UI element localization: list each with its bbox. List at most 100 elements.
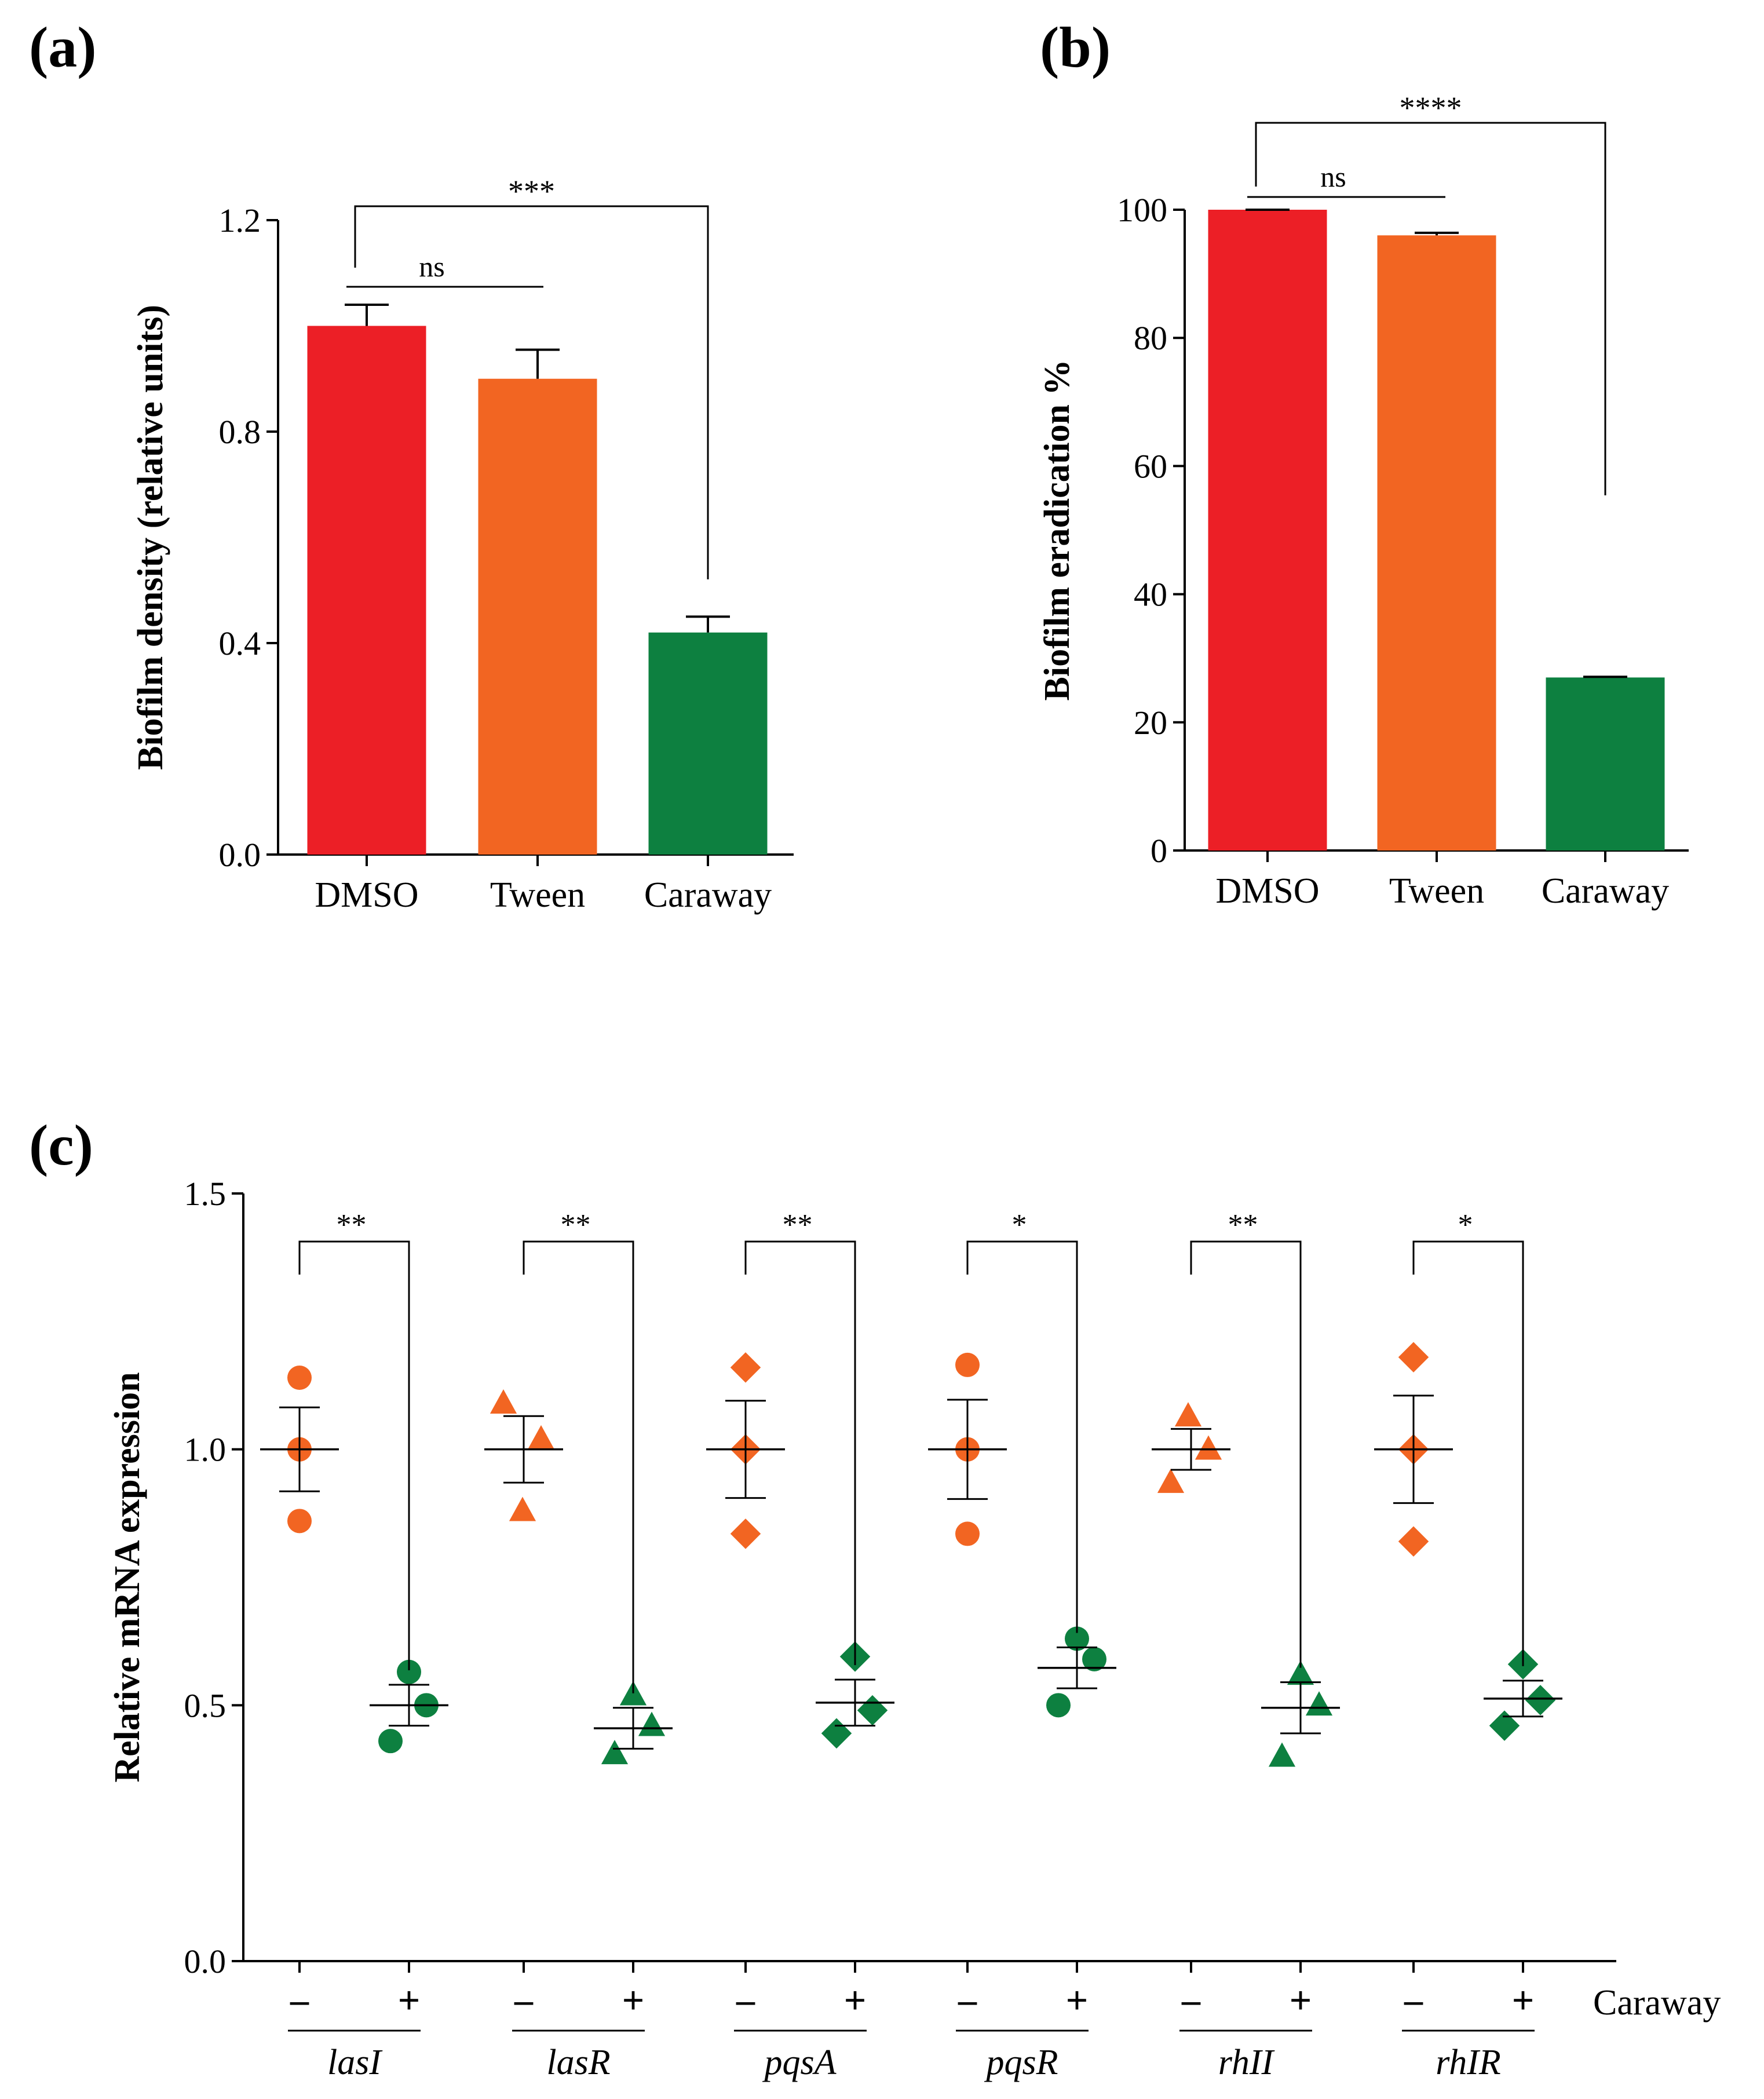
panel-c-sig-label-rhir: * — [1458, 1209, 1473, 1242]
panel-a-letter: (a) — [29, 15, 97, 79]
panel-b-x-label-tween: Tween — [1389, 871, 1484, 911]
panel-c-plus-lasr: + — [622, 1978, 645, 2022]
panel-c-point-pqsr-treated — [1082, 1647, 1106, 1671]
panel-c-point-rhii-treated — [1268, 1742, 1296, 1767]
panel-c-sig-label-lasi: ** — [337, 1209, 367, 1242]
panel-a-y-tick-label: 0.8 — [219, 413, 261, 451]
panel-b-x-label-caraway: Caraway — [1542, 871, 1669, 911]
panel-c-plus-lasi: + — [398, 1978, 421, 2022]
panel-c-point-lasr-untreated — [509, 1496, 536, 1521]
panel-c-point-rhii-untreated — [1174, 1402, 1202, 1427]
panel-c-point-pqsa-untreated — [730, 1518, 761, 1549]
panel-c-y-axis-label: Relative mRNA expression — [108, 1372, 147, 1782]
panel-b-letter: (b) — [1040, 15, 1111, 79]
panel-a-bar-dmso — [307, 326, 426, 855]
panel-c-point-pqsr-treated — [1065, 1626, 1089, 1651]
panel-c-y-tick-label: 0.0 — [184, 1943, 227, 1980]
panel-c-y-tick-label: 0.5 — [184, 1686, 227, 1724]
panel-a-bar-caraway — [648, 632, 768, 855]
panel-a-sig-label-ns: ns — [419, 250, 444, 283]
panel-c-point-rhii-treated — [1305, 1691, 1333, 1716]
panel-c-minus-pqsr: – — [958, 1979, 977, 2020]
panel-c-sig-bracket-lasi — [298, 1240, 410, 1670]
panel-c-point-lasi-untreated — [287, 1366, 312, 1390]
panel-c-point-lasr-untreated — [490, 1389, 517, 1414]
panel-c-point-rhir-treated — [1525, 1685, 1556, 1715]
panel-c-minus-lasr: – — [514, 1979, 534, 2020]
panel-c-sig-bracket-pqsa — [744, 1240, 856, 1666]
panel-c-point-pqsr-untreated — [955, 1521, 980, 1546]
panel-c-point-lasi-untreated — [287, 1509, 312, 1534]
panel-b-sig-label-main: **** — [1400, 90, 1462, 125]
panel-a-y-tick-label: 0.0 — [219, 836, 261, 874]
panel-c-point-pqsa-treated — [857, 1695, 888, 1726]
panel-c-gene-label-rhii: rhII — [1218, 2043, 1276, 2082]
panel-b-y-tick-label: 80 — [1134, 319, 1167, 357]
panel-c-point-lasr-untreated — [527, 1425, 555, 1450]
panel-c-point-lasr-treated — [638, 1711, 666, 1736]
panel-a-x-label-caraway: Caraway — [644, 875, 772, 915]
panel-c-point-rhii-treated — [1287, 1660, 1314, 1685]
panel-c-y-tick-label: 1.0 — [184, 1431, 227, 1469]
panel-c-point-pqsa-untreated — [730, 1352, 761, 1383]
panel-c-y-tick-label: 1.5 — [184, 1175, 227, 1213]
panel-b: (b) 0 20 40 60 80 100 DMSO Tween Caraway Biofilm … — [1038, 15, 1689, 911]
panel-c-minus-lasi: – — [290, 1979, 309, 2020]
panel-a: (a) 0.0 0.4 0.8 1.2 DMSO Tween Caraway Biofilm … — [29, 15, 794, 915]
panel-b-bar-dmso — [1208, 210, 1327, 850]
panel-c-minus-rhii: – — [1181, 1979, 1201, 2020]
panel-b-y-tick-label: 20 — [1134, 704, 1167, 742]
panel-c-point-pqsr-treated — [1046, 1693, 1071, 1718]
panel-a-x-label-dmso: DMSO — [315, 875, 418, 915]
panel-a-y-tick-label: 1.2 — [219, 202, 261, 239]
panel-c-minus-pqsa: – — [736, 1979, 755, 2020]
panel-c-gene-label-pqsr: pqsR — [984, 2043, 1058, 2082]
panel-b-sig-label-ns: ns — [1320, 160, 1346, 193]
panel-c-sig-bracket-rhii — [1190, 1240, 1302, 1668]
panel-c-sig-bracket-rhir — [1412, 1240, 1524, 1666]
panel-a-y-axis-label: Biofilm density (relative units) — [131, 305, 170, 770]
panel-c-point-pqsr-untreated — [955, 1352, 980, 1377]
panel-b-bar-caraway — [1546, 677, 1665, 850]
panel-c-plus-pqsa: + — [844, 1978, 867, 2022]
panel-c-letter: (c) — [29, 1113, 93, 1177]
panel-c-sig-label-rhii: ** — [1228, 1209, 1258, 1242]
panel-b-sig-bracket-main — [1255, 122, 1606, 495]
panel-a-sig-bracket-main — [354, 205, 709, 579]
panel-b-y-axis-label: Biofilm eradication % — [1038, 360, 1077, 701]
panel-a-x-label-tween: Tween — [490, 875, 585, 915]
panel-c-sig-label-pqsr: * — [1012, 1209, 1027, 1242]
panel-c-plus-rhir: + — [1512, 1978, 1535, 2022]
panel-c-gene-label-pqsa: pqsA — [762, 2043, 837, 2082]
panel-c-gene-label-lasr: lasR — [546, 2043, 610, 2082]
panel-b-x-label-dmso: DMSO — [1215, 871, 1319, 911]
panel-b-bar-tween — [1377, 235, 1496, 850]
panel-c-gene-label-rhir: rhIR — [1436, 2043, 1501, 2082]
panel-c-sig-bracket-pqsr — [966, 1240, 1078, 1633]
panel-c-point-rhir-untreated — [1398, 1526, 1429, 1557]
panel-c-sig-label-lasr: ** — [561, 1209, 591, 1242]
panel-c: (c) 0.0 0.5 1.0 1.5 Relative mRNA expression… — [29, 1113, 1721, 2082]
panel-c-point-lasi-treated — [378, 1729, 403, 1754]
panel-c-point-lasi-treated — [397, 1659, 421, 1684]
panel-b-y-tick-label: 60 — [1134, 447, 1167, 485]
panel-c-point-lasr-treated — [601, 1740, 629, 1765]
panel-c-point-rhir-treated — [1489, 1710, 1520, 1741]
panel-c-sig-label-pqsa: ** — [783, 1209, 813, 1242]
panel-c-plus-rhii: + — [1290, 1978, 1312, 2022]
panel-c-gene-label-lasi: lasI — [327, 2043, 383, 2082]
panel-c-point-rhii-untreated — [1195, 1435, 1222, 1460]
panel-b-y-tick-label: 0 — [1151, 832, 1167, 870]
panel-c-point-pqsa-treated — [821, 1718, 852, 1749]
panel-c-treatment-label: Caraway — [1593, 1983, 1721, 2023]
panel-a-y-tick-label: 0.4 — [219, 625, 261, 662]
panel-c-plus-pqsr: + — [1066, 1978, 1089, 2022]
panel-c-point-rhii-untreated — [1157, 1468, 1185, 1493]
panel-c-minus-rhir: – — [1404, 1979, 1423, 2020]
panel-b-y-tick-label: 40 — [1134, 576, 1167, 614]
panel-c-sig-bracket-lasr — [523, 1240, 634, 1693]
panel-a-sig-label-main: *** — [508, 174, 555, 209]
panel-c-point-rhir-untreated — [1398, 1342, 1429, 1372]
panel-b-y-tick-label: 100 — [1117, 191, 1167, 229]
